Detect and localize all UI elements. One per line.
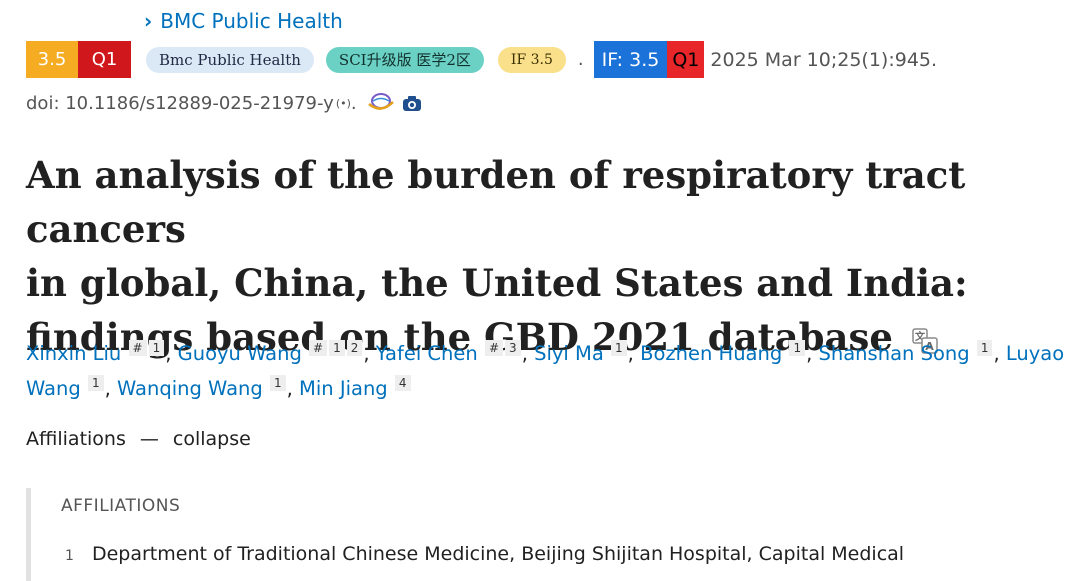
journal-name-pill[interactable]: Bmc Public Health: [146, 46, 314, 73]
equal-contribution-mark: #: [309, 340, 328, 356]
collapse-link[interactable]: collapse: [172, 428, 251, 450]
affiliations-panel: AFFILIATIONS 1 Department of Traditional…: [26, 488, 1080, 581]
title-line-3: findings based on the GBD 2021 database: [26, 315, 893, 359]
impact-factor-pill[interactable]: IF 3.5: [497, 46, 566, 73]
affiliation-ref[interactable]: 3: [505, 340, 521, 356]
doi-period: .: [350, 92, 357, 114]
quartile-badge[interactable]: Q1: [78, 41, 131, 78]
journal-link-text: BMC Public Health: [160, 9, 343, 33]
chevron-right-icon: ›: [144, 9, 153, 33]
author-name[interactable]: Siyi Ma: [534, 342, 604, 365]
globe-icon[interactable]: [367, 92, 395, 114]
title-line-1: An analysis of the burden of respiratory…: [26, 153, 966, 251]
affiliation-ref[interactable]: 1: [976, 340, 993, 356]
author-separator: ,: [521, 342, 535, 365]
sci-ranking-pill[interactable]: SCI升级版 医学2区: [325, 46, 484, 73]
doi-link[interactable]: doi: 10.1186/s12889-025-21979-y: [26, 92, 334, 114]
affiliations-label: Affiliations: [26, 428, 126, 450]
equal-contribution-mark: #: [484, 340, 504, 356]
affiliations-toggle[interactable]: Affiliations — collapse: [26, 428, 251, 450]
citation-text: 2025 Mar 10;25(1):945.: [710, 48, 938, 71]
separator-dot: .: [577, 49, 584, 70]
camera-icon[interactable]: [401, 93, 423, 113]
title-line-2: in global, China, the United States and …: [26, 261, 968, 305]
affiliation-number: 1: [65, 548, 74, 564]
affiliation-ref[interactable]: 1: [148, 340, 165, 356]
affiliation-text: Department of Traditional Chinese Medici…: [91, 543, 905, 565]
author-name[interactable]: Shanshan Song: [818, 342, 970, 365]
affiliation-item: 1 Department of Traditional Chinese Medi…: [65, 543, 904, 565]
svg-text:A: A: [925, 340, 934, 353]
journal-metrics-row: 3.5 Q1 Bmc Public Health SCI升级版 医学2区 IF …: [26, 41, 937, 78]
author-separator: ,: [627, 342, 641, 365]
affiliation-ref[interactable]: 1: [87, 375, 104, 391]
author-separator: ,: [806, 342, 819, 365]
author-separator: ,: [104, 377, 117, 400]
affiliation-ref[interactable]: 2: [346, 340, 363, 356]
author-name[interactable]: Yafei Chen: [375, 342, 478, 365]
quartile-red-badge[interactable]: Q1: [667, 41, 705, 78]
author-separator: ,: [286, 377, 300, 400]
author-name[interactable]: Xinxin Liu: [26, 342, 122, 365]
author-name[interactable]: Bozhen Huang: [640, 342, 783, 365]
impact-factor-badge[interactable]: 3.5: [26, 41, 78, 78]
doi-row: doi: 10.1186/s12889-025-21979-y (•) .: [26, 89, 423, 117]
affiliations-heading: AFFILIATIONS: [61, 496, 181, 516]
article-title: An analysis of the burden of respiratory…: [26, 148, 1080, 364]
affiliation-ref[interactable]: 1: [329, 340, 345, 356]
affiliation-ref[interactable]: 1: [789, 340, 806, 356]
author-list: Xinxin Liu #1, Guoyu Wang #1 2, Yafei Che…: [26, 336, 1076, 406]
translate-icon[interactable]: 文 A: [912, 327, 938, 354]
affiliation-ref[interactable]: 1: [269, 375, 286, 391]
impact-factor-blue-badge[interactable]: IF: 3.5: [593, 41, 668, 78]
author-separator: ,: [993, 342, 1006, 365]
author-separator: ,: [363, 342, 376, 365]
svg-text:文: 文: [915, 330, 926, 343]
signal-icon: (•): [335, 96, 351, 110]
equal-contribution-mark: #: [128, 340, 147, 356]
journal-link[interactable]: › BMC Public Health: [144, 9, 343, 33]
author-name[interactable]: Min Jiang: [299, 377, 388, 400]
affiliation-ref[interactable]: 1: [611, 340, 627, 356]
toggle-dash: —: [139, 428, 159, 450]
author-name[interactable]: Wanqing Wang: [116, 377, 263, 400]
author-name[interactable]: Luyao Wang: [26, 342, 1065, 400]
affiliation-ref[interactable]: 4: [394, 375, 411, 391]
author-separator: ,: [165, 342, 178, 365]
author-name[interactable]: Guoyu Wang: [177, 342, 302, 365]
